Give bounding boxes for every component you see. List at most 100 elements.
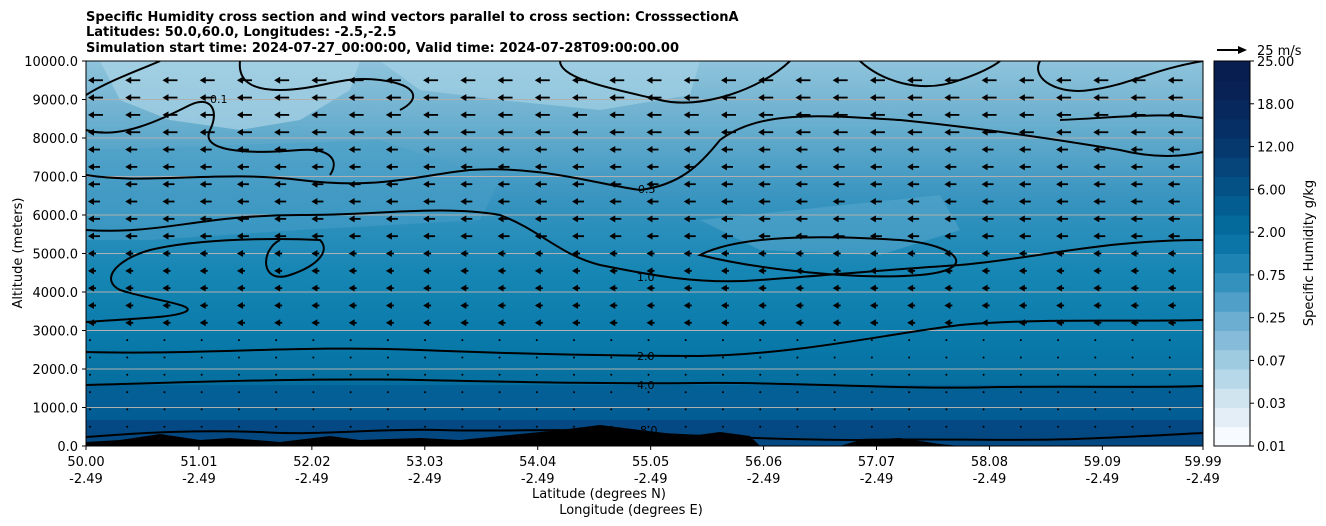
wind-vector-head [944,215,951,223]
wind-vector-head [683,128,690,136]
wind-vector [498,425,501,428]
title-line-3: Simulation start time: 2024-07-27_00:00:… [86,41,679,56]
wind-vector-head [869,215,876,223]
wind-vector-head [162,319,169,327]
wind-vector-head [423,94,430,102]
wind-vector [647,425,650,428]
wind-vector-head [1056,267,1063,275]
wind-vector-head [646,180,653,188]
colorbar-segment [1214,369,1250,389]
wind-vector-head [497,94,504,102]
wind-vector-head [1056,128,1063,136]
wind-vector-head [944,94,951,102]
wind-vector-head [497,146,504,154]
wind-vector-head [423,215,430,223]
wind-vector-head [1056,250,1063,257]
wind-vector-head [1018,215,1025,223]
wind-vector-head [88,180,94,188]
wind-vector-head [944,76,951,84]
wind-vector [200,391,203,394]
wind-vector-head [1130,146,1137,154]
wind-vector-head [125,128,132,136]
wind-vector [1131,373,1134,376]
wind-vector-head [348,284,355,292]
wind-vector-head [88,267,94,275]
wind-vector-head [311,267,318,275]
wind-vector-head [683,198,690,206]
wind-vector-head [907,215,914,223]
wind-vector-head [348,198,355,206]
wind-vector [647,373,650,376]
wind-vector-head [720,267,727,275]
wind-vector [945,391,948,394]
wind-vector-head [311,250,318,257]
wind-vector-head [981,111,988,119]
wind-vector-head [720,198,727,206]
wind-vector [349,373,352,376]
wind-vector [1057,373,1060,376]
wind-vector-head [609,301,616,309]
wind-vector-head [385,232,392,240]
wind-vector-head [460,111,467,119]
wind-vector-head [534,301,541,309]
wind-vector-head [236,111,243,119]
wind-vector [759,425,762,428]
wind-vector-head [1018,128,1025,136]
wind-vector-head [1167,250,1174,257]
wind-vector-head [125,163,132,171]
wind-vector [796,408,799,411]
wind-vector [945,356,948,359]
colorbar-tick-label: 25.00 [1257,55,1294,70]
wind-vector-head [199,319,206,327]
wind-vector [684,356,687,359]
wind-vector [759,373,762,376]
y-axis-ticks: 0.0 1000.0 2000.0 3000.0 4000.0 5000.0 6000.0 7… [24,55,86,455]
wind-vector-head [497,198,504,206]
wind-vector-head [869,111,876,119]
wind-vector [1131,339,1134,342]
wind-vector-head [869,76,876,84]
wind-vector [1131,425,1134,428]
wind-vector-head [832,267,839,275]
wind-vector-head [981,94,988,102]
wind-vector-head [497,232,504,240]
wind-vector-head [869,284,876,292]
wind-vector-head [348,146,355,154]
wind-vector-head [720,163,727,171]
x-tick-label-lat: 59.99 [1184,455,1221,470]
wind-vector [908,373,911,376]
wind-vector-head [609,250,616,257]
wind-vector [237,425,240,428]
wind-vector-head [572,319,579,327]
wind-vector [573,339,576,342]
wind-vector [312,373,315,376]
wind-vector [424,408,427,411]
wind-vector-head [385,198,392,206]
wind-vector-head [1093,284,1100,292]
x-tick-label-lon: -2.49 [747,472,781,487]
wind-vector-head [1130,301,1137,309]
wind-vector-head [311,94,318,102]
wind-vector-head [1167,76,1174,84]
wind-vector-head [460,232,467,240]
wind-vector [870,425,873,428]
colorbar-segment [1214,234,1250,254]
wind-vector [870,391,873,394]
wind-vector [1168,356,1171,359]
colorbar-segment [1214,61,1250,81]
wind-vector-head [497,180,504,188]
wind-vector [535,373,538,376]
wind-vector-head [1018,232,1025,240]
wind-vector-head [832,111,839,119]
wind-vector [647,408,650,411]
wind-vector [908,339,911,342]
contour-line-4.0 [86,378,1203,389]
wind-vector-head [88,319,94,327]
wind-vector-head [274,301,281,309]
wind-vector-head [348,301,355,309]
wind-vector-head [1056,111,1063,119]
wind-vector [1094,373,1097,376]
wind-vector [1019,425,1022,428]
wind-vector-head [609,128,616,136]
wind-vector-head [572,163,579,171]
